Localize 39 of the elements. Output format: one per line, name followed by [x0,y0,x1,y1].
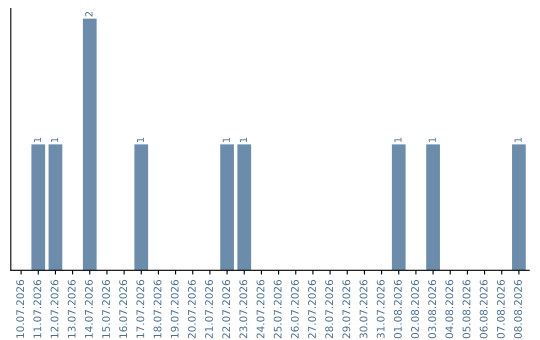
data-label: 2 [85,12,92,16]
data-label: 1 [222,138,230,142]
x-tick-label: 13.07.2026 [68,280,76,338]
x-tick-label: 28.07.2026 [325,280,334,338]
x-tick-label: 01.08.2026 [394,280,402,338]
x-tick-label: 05.08.2026 [462,280,470,338]
x-tick-label: 11.07.2026 [33,280,42,338]
x-tick-label: 10.07.2026 [16,280,24,338]
x-tick-label: 15.07.2026 [102,280,110,338]
x-tick-label: 07.08.2026 [496,280,505,338]
x-tick-label: 03.08.2026 [428,280,436,338]
x-tick-label: 14.07.2026 [84,280,93,338]
x-tick-label: 22.07.2026 [222,280,230,338]
data-label: 1 [428,138,436,142]
x-tick-label: 06.08.2026 [480,280,488,338]
data-label: 1 [34,138,41,142]
data-label: 1 [394,138,402,142]
x-tick-label: 02.08.2026 [411,280,419,338]
x-tick-label: 20.07.2026 [188,280,196,338]
data-label: 1 [51,138,58,142]
x-tick-label: 04.08.2026 [445,280,454,338]
data-label: 1 [240,138,247,142]
x-tick-label: 30.07.2026 [360,280,368,338]
x-tick-label: 26.07.2026 [290,280,299,338]
x-tick-label: 24.07.2026 [256,280,264,338]
x-tick-label: 23.07.2026 [239,280,248,338]
x-tick-label: 25.07.2026 [274,280,282,338]
x-tick-label: 21.07.2026 [205,280,213,338]
x-tick-label: 12.07.2026 [50,280,58,338]
data-label: 1 [514,138,522,142]
x-tick-label: 08.08.2026 [514,280,522,338]
x-tick-label: 16.07.2026 [119,280,128,338]
x-tick-label: 19.07.2026 [170,280,179,338]
x-tick-label: 17.07.2026 [136,280,144,338]
x-tick-label: 31.07.2026 [376,280,385,338]
x-tick-label: 29.07.2026 [342,280,350,338]
x-tick-label: 18.07.2026 [154,280,162,338]
data-label: 1 [136,138,144,142]
x-tick-label: 27.07.2026 [308,280,316,338]
